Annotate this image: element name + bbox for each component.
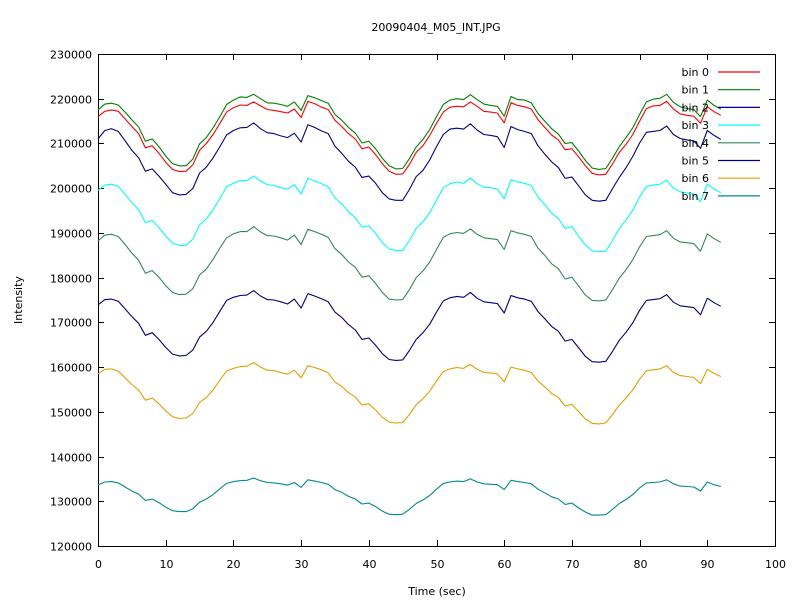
legend-label: bin 3 — [681, 119, 709, 132]
legend-label: bin 2 — [681, 101, 709, 114]
legend-label: bin 4 — [681, 137, 709, 150]
y-tick-label: 140000 — [50, 452, 92, 465]
y-tick-label: 230000 — [50, 49, 92, 62]
y-tick-label: 120000 — [50, 541, 92, 554]
y-tick-label: 170000 — [50, 317, 92, 330]
y-tick-label: 220000 — [50, 94, 92, 107]
x-tick-label: 20 — [227, 558, 241, 571]
y-tick-label: 180000 — [50, 273, 92, 286]
x-tick-label: 80 — [634, 558, 648, 571]
series-line-bin-3 — [97, 175, 722, 253]
chart-title: 20090404_M05_INT.JPG — [371, 21, 500, 34]
x-tick-label: 100 — [765, 558, 786, 571]
series-line-bin-0 — [97, 100, 722, 176]
y-axis-label: Intensity — [12, 276, 25, 324]
legend-label: bin 5 — [681, 155, 709, 168]
y-tick-label: 210000 — [50, 138, 92, 151]
y-tick-label: 190000 — [50, 228, 92, 241]
x-axis-ticks: 0 10 20 30 40 50 60 70 80 90 100 — [95, 54, 786, 571]
x-tick-label: 30 — [295, 558, 309, 571]
y-axis-ticks: 120000 130000 140000 150000 160000 170000 1800… — [50, 49, 775, 554]
series-line-bin-6 — [97, 362, 722, 425]
series-line-bin-1 — [97, 93, 722, 170]
legend-label: bin 7 — [681, 190, 709, 203]
y-tick-label: 200000 — [50, 183, 92, 196]
legend-label: bin 1 — [681, 84, 709, 97]
legend: bin 0 bin 1 bin 2 bin 3 bin 4 bin 5 bin 6 bin 7 — [681, 66, 760, 203]
x-tick-label: 70 — [566, 558, 580, 571]
series-line-bin-4 — [97, 226, 722, 302]
legend-label: bin 0 — [681, 66, 709, 79]
x-axis-label: Time (sec) — [407, 585, 466, 598]
legend-label: bin 6 — [681, 172, 709, 185]
y-tick-label: 160000 — [50, 362, 92, 375]
x-tick-label: 60 — [498, 558, 512, 571]
x-tick-label: 90 — [701, 558, 715, 571]
plot-frame — [98, 54, 776, 547]
series-line-bin-7 — [97, 477, 721, 516]
y-tick-label: 150000 — [50, 407, 92, 420]
x-tick-label: 40 — [363, 558, 377, 571]
series-line-bin-5 — [97, 290, 722, 363]
series-lines — [97, 93, 722, 516]
x-tick-label: 10 — [160, 558, 174, 571]
y-tick-label: 130000 — [50, 496, 92, 509]
x-tick-label: 0 — [95, 558, 102, 571]
x-tick-label: 50 — [431, 558, 445, 571]
series-line-bin-2 — [97, 122, 722, 202]
